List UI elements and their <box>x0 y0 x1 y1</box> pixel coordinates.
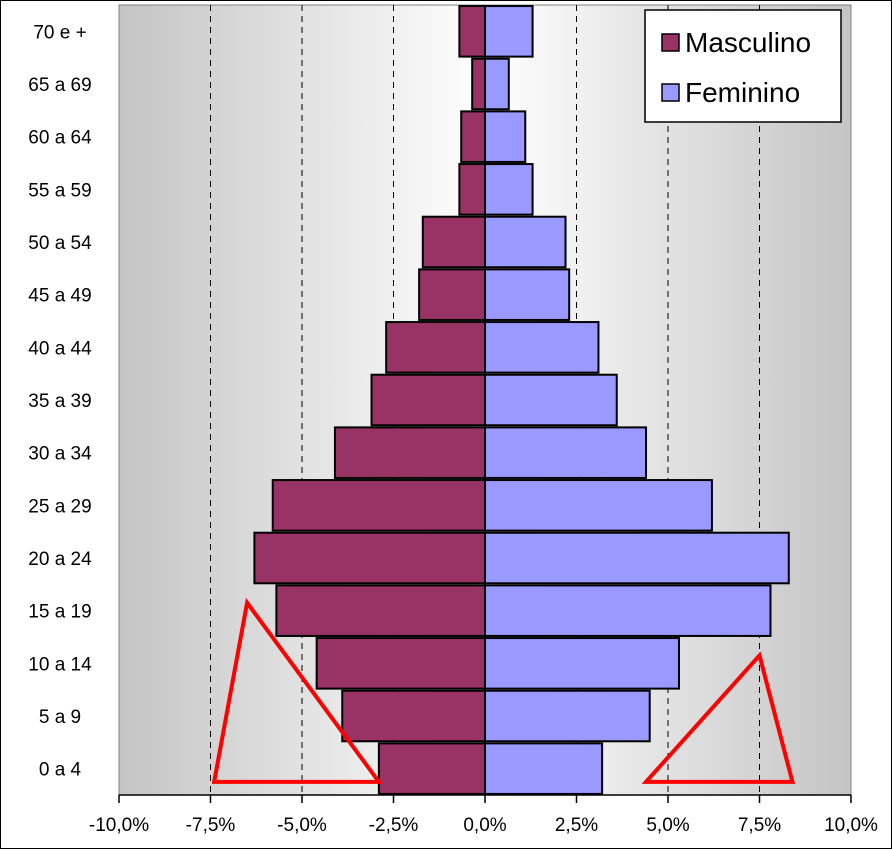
y-category-label: 20 a 24 <box>28 549 92 570</box>
bar-feminino-4 <box>484 531 790 585</box>
bar-masculino-7 <box>370 373 487 427</box>
y-category-label: 50 a 54 <box>28 233 92 254</box>
x-tick-label: 7,5% <box>738 815 781 836</box>
bar-feminino-12 <box>484 110 527 163</box>
bar-masculino-3 <box>275 584 486 637</box>
legend-swatch-feminino <box>661 83 680 102</box>
y-category-label: 40 a 44 <box>28 338 92 359</box>
bar-feminino-9 <box>484 268 571 321</box>
bar-masculino-4 <box>253 531 486 585</box>
legend-label-feminino: Feminino <box>685 77 800 108</box>
bar-masculino-6 <box>333 426 486 479</box>
y-category-label: 5 a 9 <box>39 707 81 728</box>
y-category-label: 65 a 69 <box>28 75 91 96</box>
x-tick-label: 5,0% <box>646 815 689 836</box>
bar-feminino-5 <box>484 479 713 532</box>
bar-masculino-13 <box>471 57 487 111</box>
annotation-triangle-left <box>211 597 383 784</box>
bar-feminino-0 <box>484 742 604 795</box>
bar-feminino-1 <box>484 689 651 743</box>
bar-feminino-14 <box>484 5 534 58</box>
y-category-label: 60 a 64 <box>28 128 92 149</box>
bar-masculino-0 <box>377 742 486 795</box>
x-tick-label: -2,5% <box>369 815 419 836</box>
y-category-label: 70 e + <box>33 22 86 43</box>
y-category-label: 25 a 29 <box>28 496 91 517</box>
x-tick-label: 0,0% <box>463 815 506 836</box>
y-category-label: 30 a 34 <box>28 444 92 465</box>
bar-feminino-3 <box>484 584 772 637</box>
annotation-triangle-right <box>641 651 796 784</box>
bar-masculino-1 <box>341 689 487 743</box>
bar-feminino-13 <box>484 57 510 111</box>
y-category-label: 0 a 4 <box>39 760 82 781</box>
bar-feminino-8 <box>484 321 600 374</box>
y-category-label: 45 a 49 <box>28 286 91 307</box>
y-category-label: 55 a 59 <box>28 180 91 201</box>
bar-feminino-7 <box>484 373 618 427</box>
bar-feminino-6 <box>484 426 648 479</box>
legend-swatch-masculino <box>661 33 680 52</box>
x-tick-label: -10,0% <box>89 815 149 836</box>
bar-masculino-14 <box>458 5 487 58</box>
y-category-label: 35 a 39 <box>28 391 91 412</box>
bar-feminino-2 <box>484 637 680 690</box>
bar-masculino-12 <box>460 110 486 163</box>
x-tick-label: 2,5% <box>555 815 598 836</box>
bar-masculino-2 <box>315 637 487 690</box>
legend-label-masculino: Masculino <box>685 27 811 58</box>
bar-masculino-11 <box>458 163 487 216</box>
bar-masculino-8 <box>385 321 486 374</box>
bar-masculino-10 <box>421 215 486 269</box>
legend: Masculino Feminino <box>644 9 842 123</box>
x-tick-label: -7,5% <box>186 815 236 836</box>
bar-masculino-9 <box>418 268 486 321</box>
x-tick-label: 10,0% <box>824 815 878 836</box>
y-category-label: 15 a 19 <box>28 602 91 623</box>
y-category-label: 10 a 14 <box>28 654 92 675</box>
bar-feminino-11 <box>484 163 534 216</box>
bar-feminino-10 <box>484 215 567 269</box>
x-tick-label: -5,0% <box>277 815 327 836</box>
bar-masculino-5 <box>271 479 486 532</box>
